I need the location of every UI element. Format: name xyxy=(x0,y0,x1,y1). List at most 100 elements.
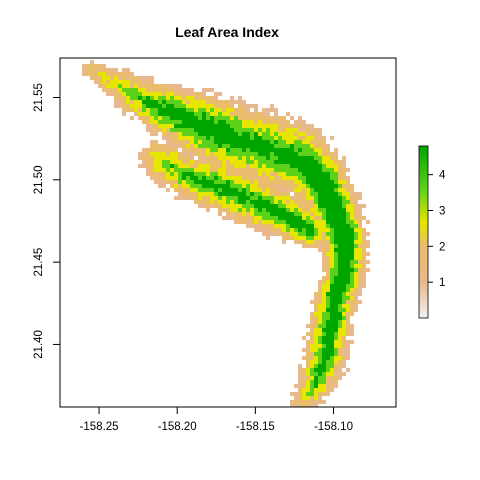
raster-cell xyxy=(318,172,322,176)
raster-cell xyxy=(334,208,338,212)
raster-cell xyxy=(186,132,190,136)
raster-cell xyxy=(294,208,298,212)
raster-cell xyxy=(314,240,318,244)
raster-cell xyxy=(282,236,286,240)
raster-cell xyxy=(250,140,254,144)
raster-cell xyxy=(254,136,258,140)
raster-cell xyxy=(182,172,186,176)
raster-cell xyxy=(110,88,114,92)
raster-cell xyxy=(250,196,254,200)
raster-cell xyxy=(242,168,246,172)
raster-cell xyxy=(182,128,186,132)
raster-cell xyxy=(342,192,346,196)
raster-cell xyxy=(182,156,186,160)
raster-cell xyxy=(306,340,310,344)
raster-cell xyxy=(234,200,238,204)
raster-cell xyxy=(314,212,318,216)
raster-cell xyxy=(298,232,302,236)
raster-cell xyxy=(206,156,210,160)
raster-cell xyxy=(250,144,254,148)
raster-cell xyxy=(346,328,350,332)
raster-cell xyxy=(190,192,194,196)
raster-cell xyxy=(142,108,146,112)
raster-cell xyxy=(206,200,210,204)
raster-cell xyxy=(238,208,242,212)
raster-cell xyxy=(102,72,106,76)
raster-cell xyxy=(338,172,342,176)
raster-cell xyxy=(346,304,350,308)
raster-cell xyxy=(330,292,334,296)
raster-cell xyxy=(350,304,354,308)
raster-cell xyxy=(338,252,342,256)
raster-cell xyxy=(126,76,130,80)
raster-cell xyxy=(310,336,314,340)
raster-cell xyxy=(158,108,162,112)
raster-cell xyxy=(214,148,218,152)
raster-cell xyxy=(318,312,322,316)
raster-cell xyxy=(338,296,342,300)
raster-cell xyxy=(306,224,310,228)
raster-cell xyxy=(130,88,134,92)
raster-cell xyxy=(326,220,330,224)
raster-cell xyxy=(290,392,294,396)
raster-cell xyxy=(298,236,302,240)
raster-cell xyxy=(94,76,98,80)
raster-cell xyxy=(210,156,214,160)
raster-cell xyxy=(238,144,242,148)
raster-cell xyxy=(194,92,198,96)
raster-cell xyxy=(346,256,350,260)
raster-cell xyxy=(186,152,190,156)
raster-cell xyxy=(334,220,338,224)
raster-cell xyxy=(190,100,194,104)
raster-cell xyxy=(194,96,198,100)
raster-cell xyxy=(318,308,322,312)
raster-cell xyxy=(346,240,350,244)
raster-cell xyxy=(138,80,142,84)
raster-cell xyxy=(290,124,294,128)
raster-cell xyxy=(254,168,258,172)
raster-cell xyxy=(194,136,198,140)
raster-cell xyxy=(250,136,254,140)
raster-cell xyxy=(346,292,350,296)
raster-cell xyxy=(106,80,110,84)
raster-cell xyxy=(146,164,150,168)
raster-cell xyxy=(354,256,358,260)
raster-cell xyxy=(230,184,234,188)
raster-cell xyxy=(150,80,154,84)
raster-cell xyxy=(302,164,306,168)
raster-cell xyxy=(334,384,338,388)
raster-cell xyxy=(242,104,246,108)
raster-cell xyxy=(318,208,322,212)
raster-cell xyxy=(350,192,354,196)
raster-cell xyxy=(270,120,274,124)
raster-cell xyxy=(250,152,254,156)
raster-cell xyxy=(326,216,330,220)
raster-cell xyxy=(346,324,350,328)
raster-cell xyxy=(322,144,326,148)
raster-cell xyxy=(318,388,322,392)
raster-cell xyxy=(302,336,306,340)
raster-cell xyxy=(250,180,254,184)
raster-cell xyxy=(278,200,282,204)
raster-cell xyxy=(318,224,322,228)
raster-cell xyxy=(238,180,242,184)
raster-cell xyxy=(350,284,354,288)
raster-cell xyxy=(314,144,318,148)
raster-cell xyxy=(182,140,186,144)
raster-cell xyxy=(358,272,362,276)
raster-cell xyxy=(346,264,350,268)
raster-cell xyxy=(194,108,198,112)
raster-cell xyxy=(342,172,346,176)
raster-cell xyxy=(326,304,330,308)
raster-cell xyxy=(278,232,282,236)
raster-cell xyxy=(170,136,174,140)
raster-cell xyxy=(242,164,246,168)
raster-cell xyxy=(306,136,310,140)
raster-cell xyxy=(334,212,338,216)
raster-cell xyxy=(342,240,346,244)
raster-cell xyxy=(342,248,346,252)
raster-cell xyxy=(234,120,238,124)
raster-cell xyxy=(226,144,230,148)
raster-cell xyxy=(214,100,218,104)
raster-cell xyxy=(118,92,122,96)
